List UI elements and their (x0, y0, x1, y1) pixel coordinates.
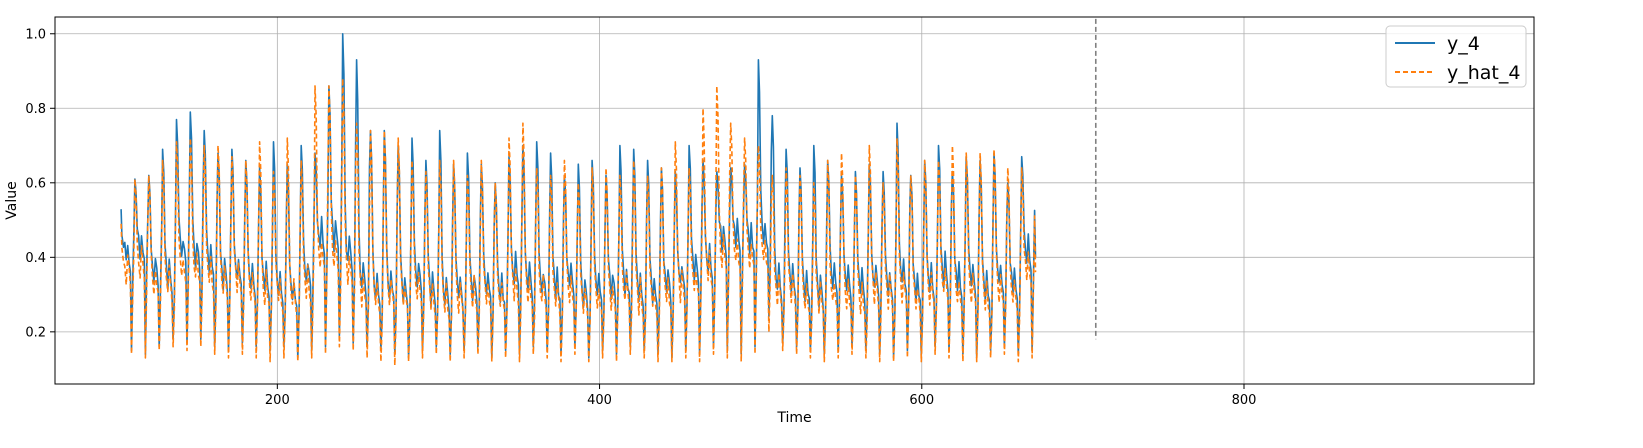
axes-frame (54, 16, 1535, 385)
y-tick-label: 0.2 (25, 325, 46, 340)
y-tick-label: 0.4 (25, 251, 46, 266)
x-tick-label: 800 (1232, 393, 1257, 408)
grid (55, 17, 1534, 384)
legend-label-y_4: y_4 (1447, 33, 1480, 55)
x-tick-label: 200 (265, 393, 290, 408)
y-axis-label: Value (4, 181, 20, 219)
ticks: 200 400 600 800 0.2 0.4 0.6 0.8 1.0 (25, 27, 1256, 408)
series-line-y_hat_4 (120, 77, 1037, 367)
legend: y_4 y_hat_4 (1385, 25, 1527, 88)
y-tick-label: 1.0 (25, 27, 46, 42)
legend-label-y_hat_4: y_hat_4 (1447, 62, 1520, 84)
series-line-y_4 (120, 33, 1037, 359)
x-tick-label: 400 (587, 393, 612, 408)
y-tick-label: 0.6 (25, 176, 46, 191)
plot-area (120, 18, 1097, 367)
x-axis-label: Time (776, 410, 811, 426)
y-tick-label: 0.8 (25, 102, 46, 117)
x-tick-label: 600 (909, 393, 934, 408)
